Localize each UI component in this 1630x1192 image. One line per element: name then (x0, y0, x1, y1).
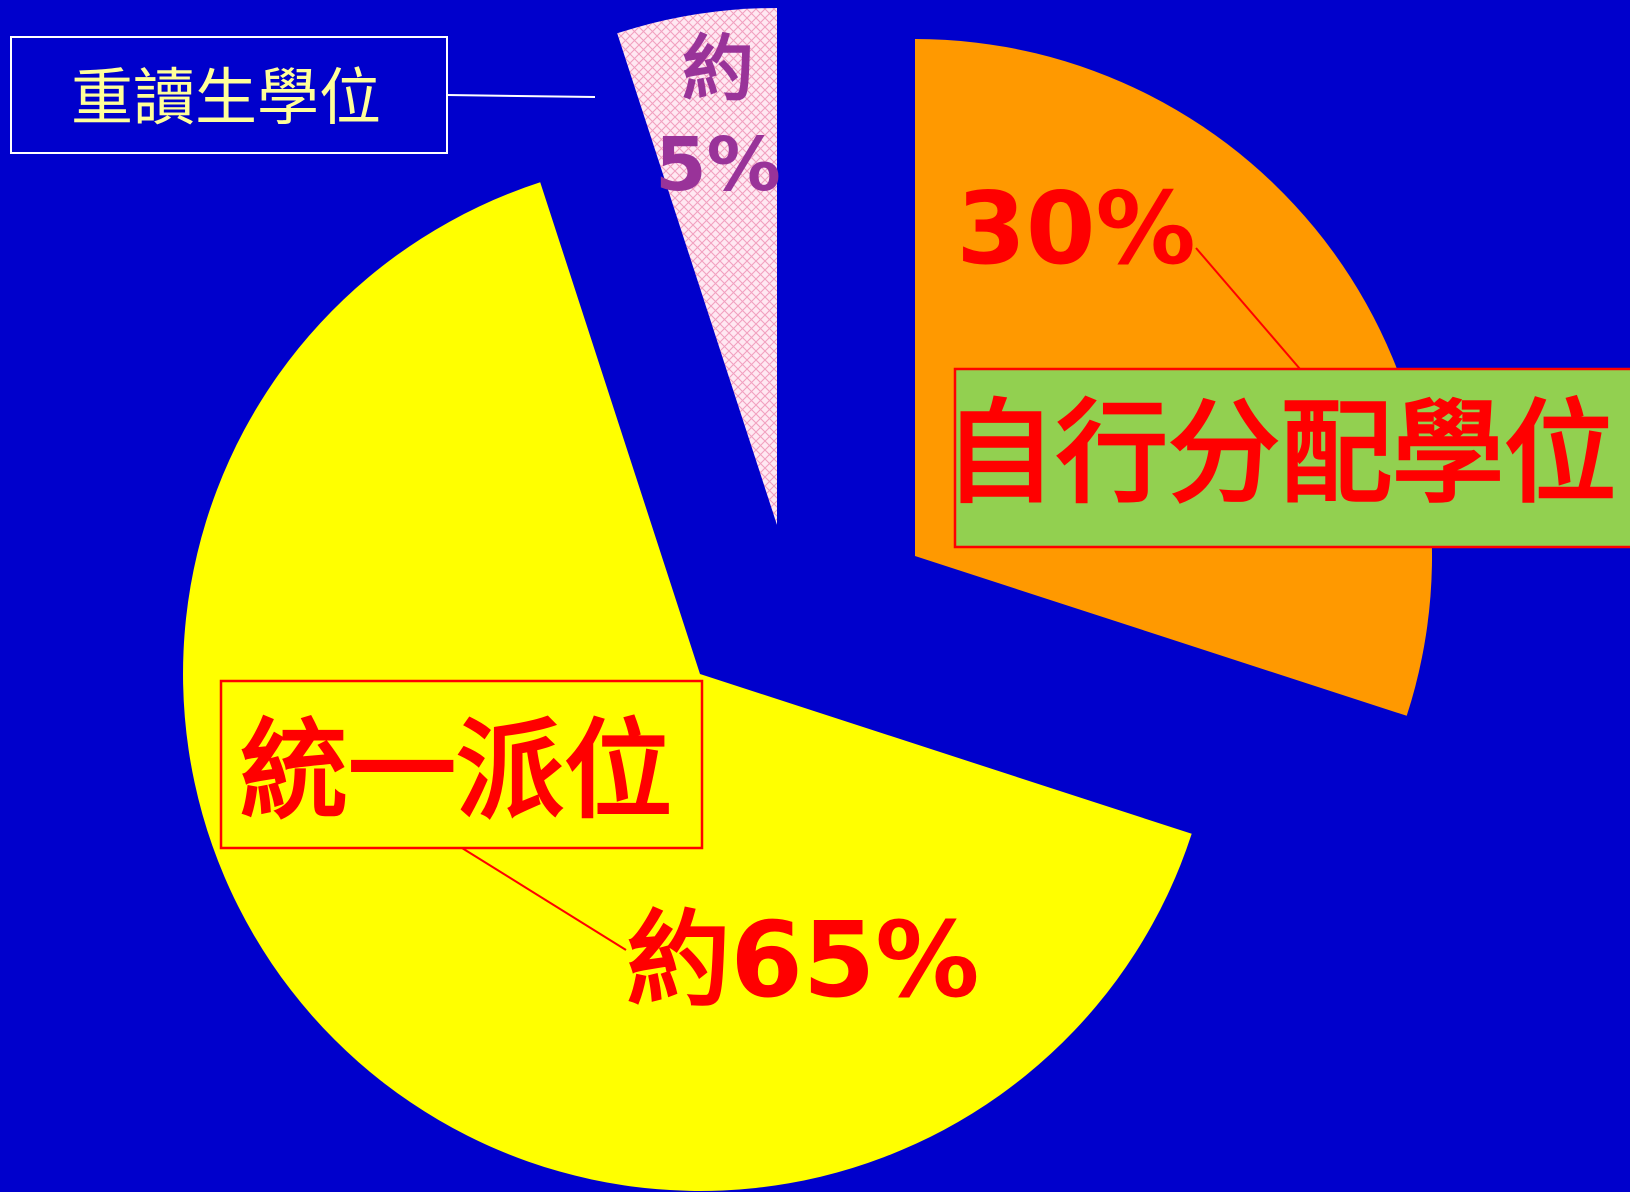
leader-line-30 (1195, 247, 1301, 370)
slice-label-repeater-places: 重讀生學位 (71, 61, 381, 134)
pie-slice-repeater-places (617, 7, 777, 525)
value-label-5-prefix: 約 (682, 27, 754, 111)
pie-slice-central-allocation (183, 182, 1192, 1191)
leader-line-5 (446, 94, 596, 98)
label-box-central-allocation (219, 679, 704, 850)
value-label-5: 5% (655, 122, 781, 208)
label-box-self-allocation (953, 367, 1630, 549)
slice-label-self-allocation: 自行分配學位 (944, 389, 1616, 519)
label-box-repeater-places (10, 36, 448, 154)
value-label-65: 約65% (627, 899, 980, 1021)
leader-line-65 (461, 847, 627, 951)
value-label-30: 30% (956, 170, 1195, 287)
slice-label-central-allocation: 統一派位 (240, 709, 672, 834)
